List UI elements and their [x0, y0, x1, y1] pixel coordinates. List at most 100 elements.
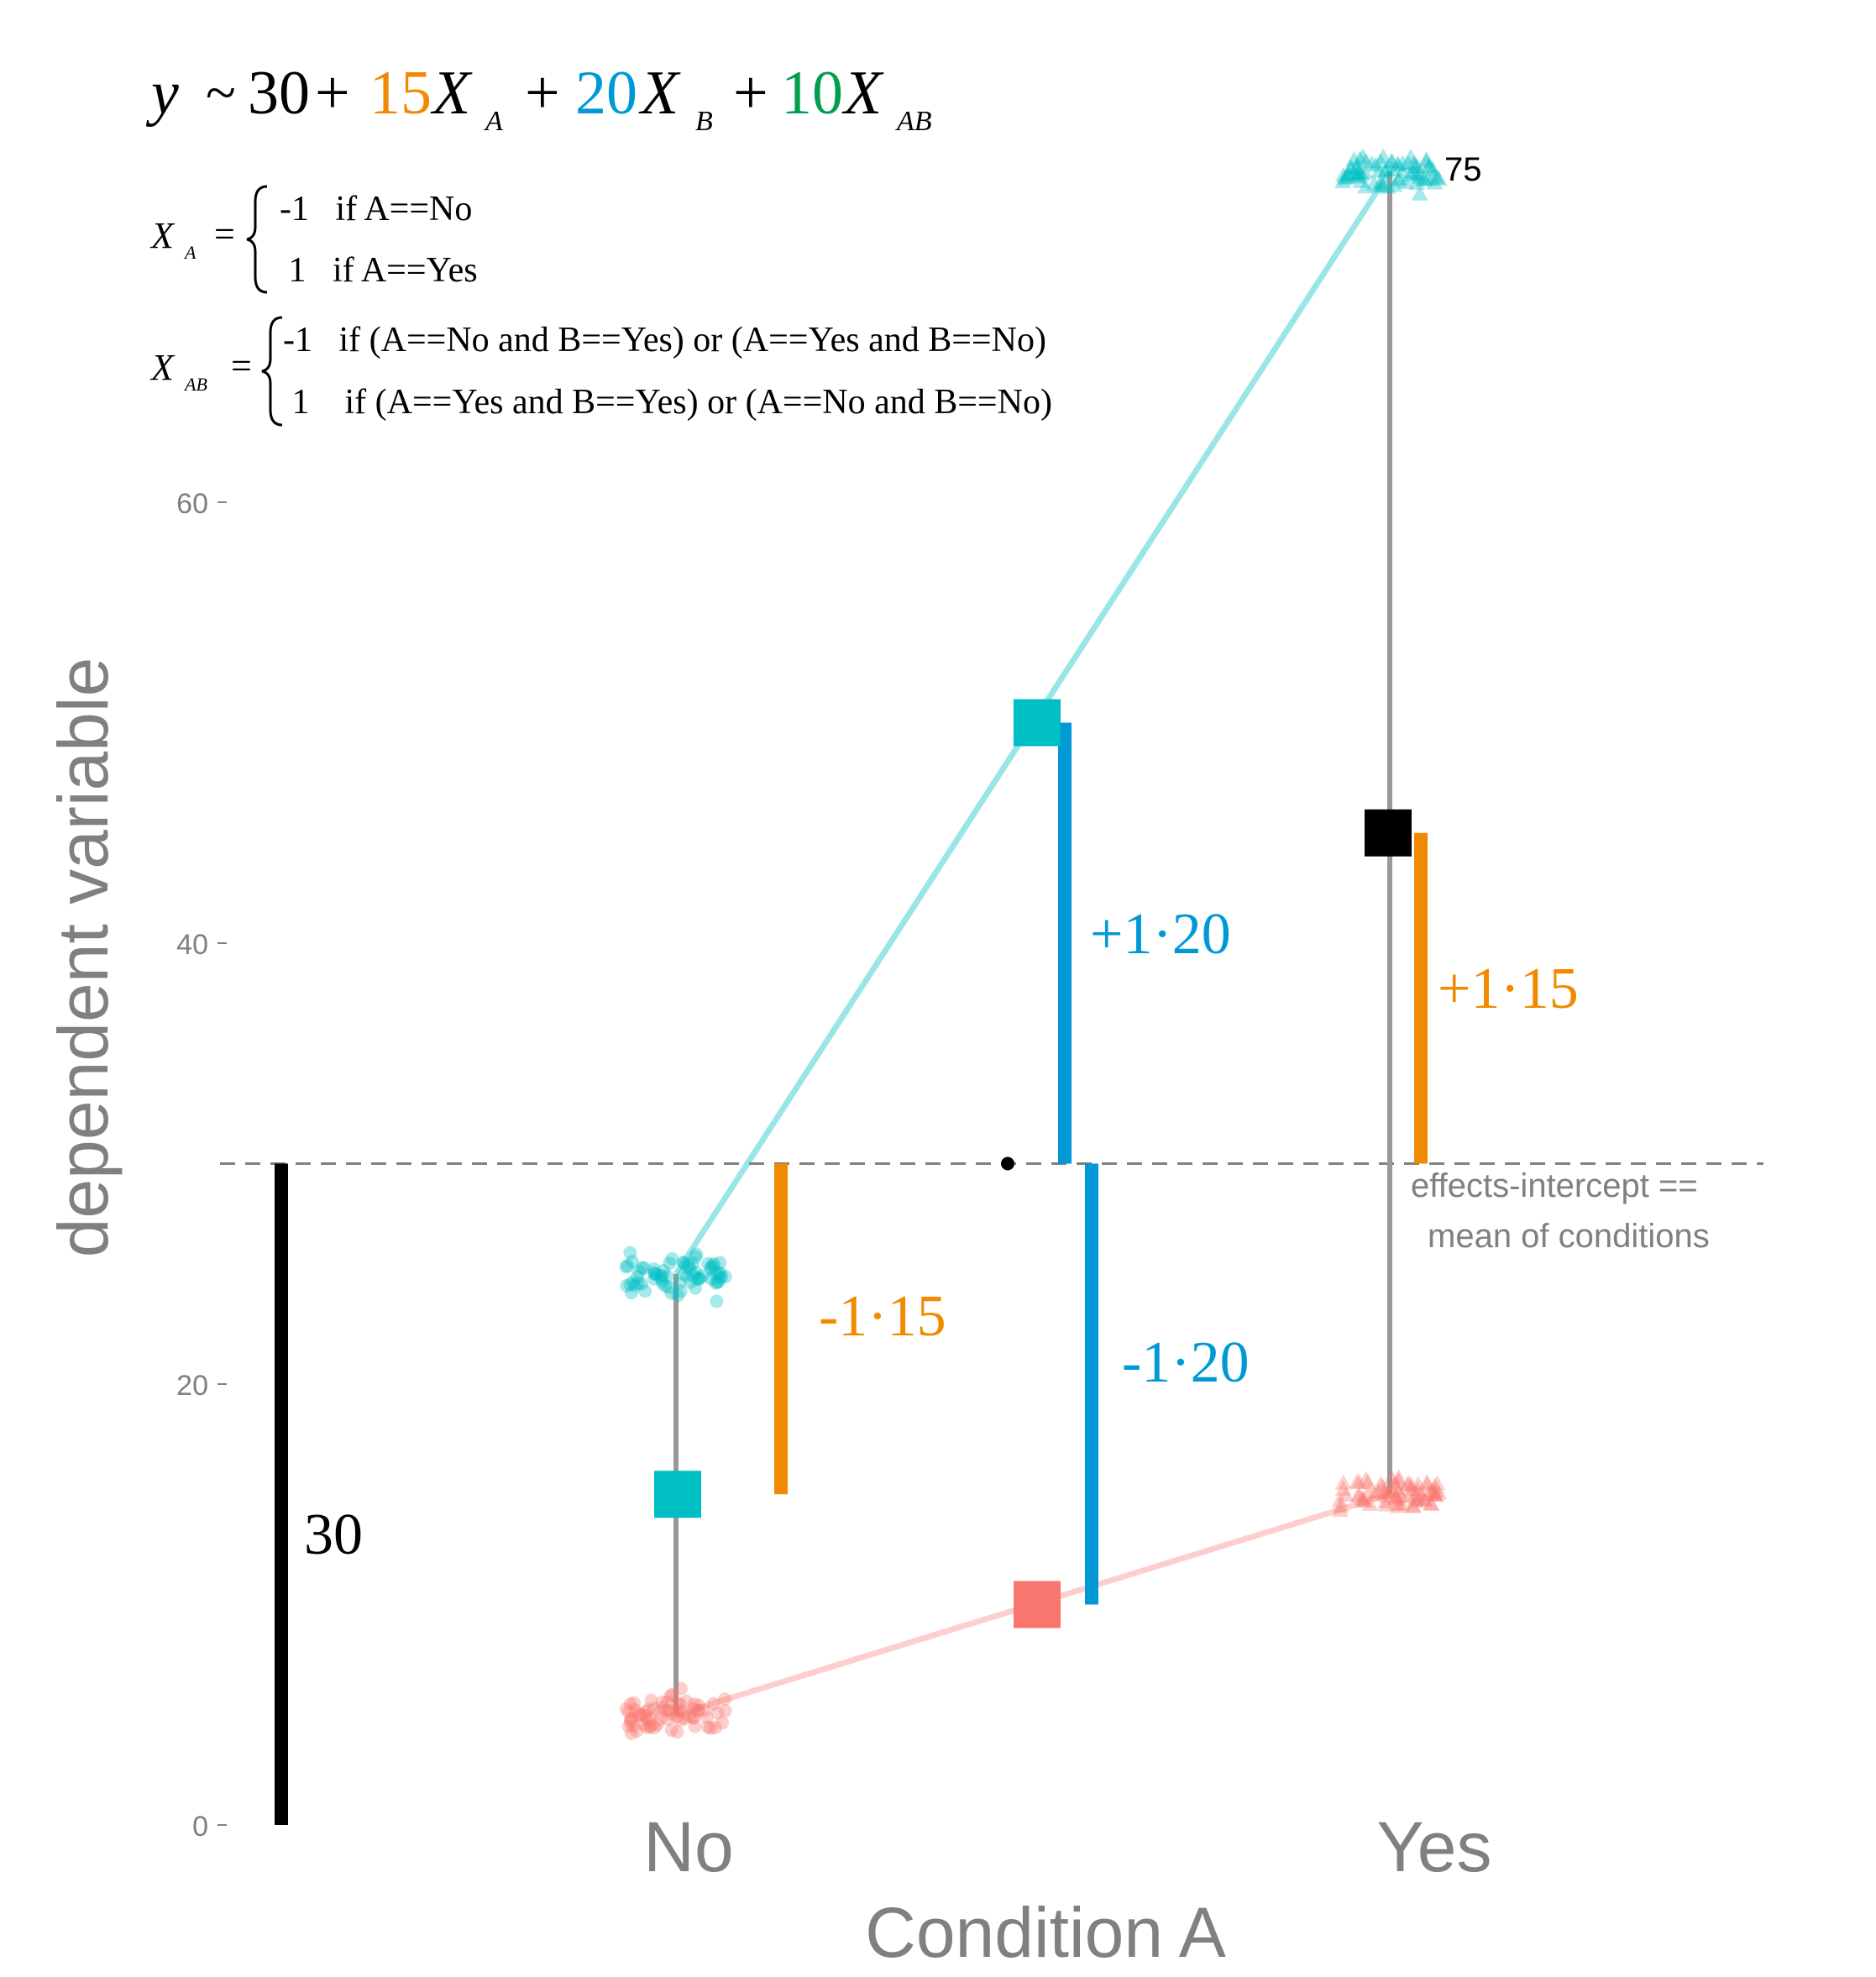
raw-point: [1379, 178, 1397, 194]
raw-point: [1349, 1486, 1367, 1502]
raw-point: [1345, 150, 1363, 166]
raw-point: [647, 1721, 662, 1735]
raw-point: [627, 1696, 642, 1710]
effect-label-a-plus: +1·15: [1438, 957, 1579, 1021]
raw-point: [1401, 1487, 1418, 1503]
raw-point: [1421, 1484, 1438, 1500]
raw-point: [661, 1695, 675, 1709]
raw-point: [673, 1696, 688, 1711]
raw-point: [644, 1693, 658, 1707]
raw-point: [673, 1713, 688, 1728]
raw-point: [683, 1262, 697, 1277]
raw-point: [674, 1681, 689, 1696]
raw-point: [1331, 1502, 1349, 1518]
raw-point: [1402, 1481, 1420, 1497]
raw-point: [1402, 1476, 1420, 1492]
raw-point: [1408, 158, 1426, 174]
raw-point: [686, 1710, 700, 1724]
marginal-mean-square: [1014, 699, 1061, 747]
raw-point: [1391, 170, 1408, 186]
raw-point: [672, 1704, 686, 1718]
raw-point: [1355, 1492, 1372, 1508]
raw-point: [1349, 164, 1367, 180]
raw-point: [690, 1704, 705, 1718]
raw-point: [1357, 178, 1375, 194]
raw-point: [1392, 1487, 1410, 1502]
raw-point: [1383, 153, 1401, 169]
raw-point: [626, 1719, 641, 1733]
raw-point: [661, 1712, 675, 1727]
raw-point: [1379, 1483, 1397, 1499]
raw-point: [692, 1272, 706, 1286]
raw-point: [1365, 175, 1383, 191]
marginal-mean-square: [1365, 809, 1412, 857]
raw-point: [706, 1696, 721, 1711]
formula-xb-sub: B: [695, 106, 713, 137]
raw-point: [1367, 156, 1385, 172]
raw-point: [718, 1692, 732, 1707]
formula: y ~ 30 + 15 X A + 20 X B + 10 X AB X A =…: [145, 59, 1052, 427]
raw-point: [677, 1256, 691, 1270]
raw-point: [1428, 1475, 1446, 1491]
raw-point: [1340, 167, 1358, 183]
raw-point: [713, 1256, 727, 1270]
raw-point: [686, 1702, 700, 1716]
raw-point: [715, 1270, 729, 1284]
raw-point: [620, 1278, 634, 1293]
y-tick-label: 0: [192, 1811, 208, 1843]
raw-point: [1349, 1473, 1366, 1489]
formula-xa-sub: A: [484, 106, 503, 137]
raw-point: [689, 1250, 703, 1264]
raw-point: [637, 1717, 651, 1732]
raw-point: [623, 1696, 637, 1711]
formula-xb: X: [638, 59, 681, 128]
raw-point: [1404, 1497, 1422, 1513]
raw-point: [628, 1703, 642, 1717]
raw-point: [697, 1703, 711, 1717]
raw-point: [1339, 165, 1357, 181]
raw-point: [1415, 1491, 1433, 1507]
raw-point: [710, 1706, 725, 1720]
raw-point: [639, 1705, 653, 1719]
raw-point: [1350, 1487, 1368, 1503]
raw-point: [688, 1719, 702, 1733]
raw-point: [713, 1266, 727, 1281]
raw-point: [1399, 1476, 1417, 1492]
raw-point: [680, 1269, 694, 1283]
raw-point: [1372, 173, 1390, 189]
intercept-note-line-1: effects-intercept ==: [1411, 1167, 1698, 1204]
raw-point: [1393, 1496, 1411, 1512]
raw-point: [1353, 165, 1370, 181]
means-and-bars: [275, 699, 1428, 1825]
raw-point: [662, 1703, 676, 1717]
raw-point: [710, 1294, 724, 1308]
raw-point: [647, 1266, 662, 1281]
raw-point: [1375, 148, 1392, 164]
effect-label-b-plus: +1·20: [1090, 902, 1231, 967]
raw-point: [708, 1720, 722, 1734]
raw-point: [1390, 1472, 1407, 1488]
raw-point: [1390, 1482, 1407, 1498]
raw-point: [1386, 1474, 1404, 1490]
x-tick-label-no: No: [643, 1807, 733, 1886]
raw-point: [1349, 158, 1366, 174]
raw-point: [1427, 1487, 1444, 1502]
raw-point: [1359, 1474, 1376, 1490]
raw-point: [632, 1265, 647, 1279]
raw-point: [643, 1712, 658, 1726]
raw-point: [684, 1275, 698, 1289]
raw-point: [1376, 163, 1394, 179]
raw-point: [692, 1271, 706, 1285]
y-tick-label: 20: [176, 1370, 208, 1402]
raw-point: [1401, 1475, 1418, 1491]
xab-case-1: -1 if (A==No and B==Yes) or (A==Yes and …: [283, 321, 1046, 359]
raw-point: [1331, 1492, 1349, 1508]
raw-point: [624, 1726, 638, 1740]
raw-point: [711, 1275, 726, 1289]
raw-point: [647, 1702, 661, 1716]
raw-point: [664, 1723, 679, 1738]
raw-point: [1334, 1474, 1352, 1490]
xab-def-x: X: [149, 347, 176, 388]
raw-point: [1404, 164, 1422, 180]
formula-coef-b: 20: [575, 59, 637, 128]
